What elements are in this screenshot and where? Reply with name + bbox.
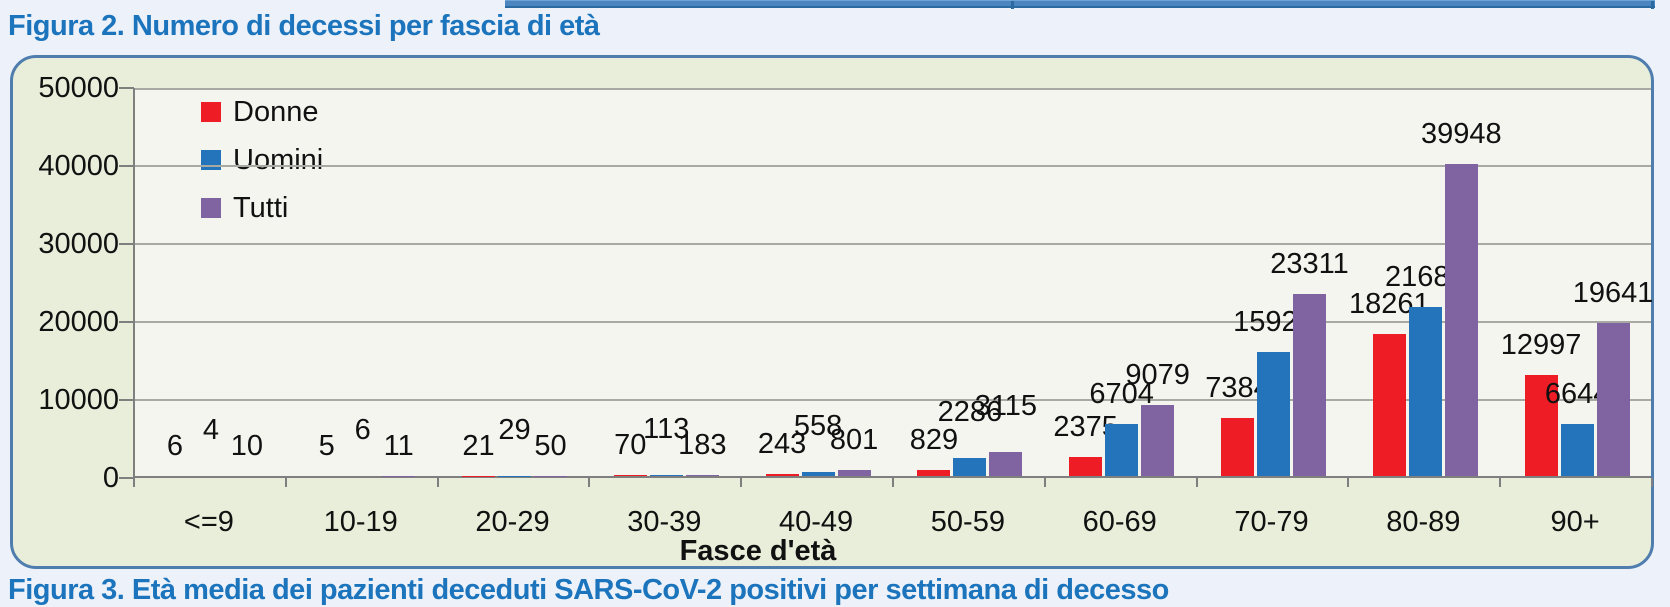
y-axis-tickmark <box>119 399 134 401</box>
bar-uomini-80-89 <box>1409 307 1442 476</box>
x-axis-category-label: 60-69 <box>1044 506 1196 539</box>
y-axis-tick-label: 50000 <box>13 71 119 105</box>
gridline <box>135 88 1651 90</box>
bar-uomini-30-39 <box>650 475 683 476</box>
cropped-table-edge <box>505 0 1655 8</box>
y-axis-tick-label: 30000 <box>13 227 119 261</box>
bar-uomini-50-59 <box>953 458 986 476</box>
bar-tutti-40-49 <box>838 470 871 476</box>
x-axis-tickmark <box>740 478 742 487</box>
y-axis-tick-label: 20000 <box>13 305 119 339</box>
bar-value-label: 11 <box>324 431 474 462</box>
bar-value-label: 183 <box>627 430 777 461</box>
x-axis-tickmark <box>588 478 590 487</box>
bar-donne-80-89 <box>1373 334 1406 476</box>
bar-value-label: 50 <box>476 431 626 462</box>
x-axis-category-label: 90+ <box>1499 506 1651 539</box>
x-axis-tickmark <box>437 478 439 487</box>
x-axis-tickmark <box>1499 478 1501 487</box>
bar-donne-60-69 <box>1069 457 1102 476</box>
y-axis-tick-label: 10000 <box>13 383 119 417</box>
cropped-table-divider <box>1651 1 1654 9</box>
bar-value-label: 10 <box>172 431 322 462</box>
bar-uomini-90+ <box>1561 424 1594 476</box>
y-axis-tick-label: 0 <box>13 461 119 495</box>
y-axis-tickmark <box>119 243 134 245</box>
figure-title: Figura 2. Numero di decessi per fascia d… <box>8 10 600 43</box>
x-axis-tickmark <box>1347 478 1349 487</box>
x-axis-category-label: 20-29 <box>437 506 589 539</box>
y-axis-tickmark <box>119 165 134 167</box>
legend-label-tutti: Tutti <box>233 192 288 225</box>
bar-value-label: 6644 <box>1502 379 1652 410</box>
y-axis-tickmark <box>119 477 134 479</box>
legend-swatch-uomini <box>201 150 221 170</box>
bar-tutti-70-79 <box>1293 294 1326 476</box>
x-axis-title: Fasce d'età <box>638 535 878 568</box>
bar-tutti-90+ <box>1597 323 1630 476</box>
bar-value-label: 23311 <box>1235 249 1385 280</box>
bar-donne-70-79 <box>1221 418 1254 476</box>
x-axis-category-label: 10-19 <box>285 506 437 539</box>
bar-value-label: 39948 <box>1386 119 1536 150</box>
y-axis-tickmark <box>119 321 134 323</box>
y-axis-tick-label: 40000 <box>13 149 119 183</box>
x-axis-tickmark <box>1196 478 1198 487</box>
bar-value-label: 3115 <box>931 391 1081 422</box>
bar-tutti-50-59 <box>989 452 1022 476</box>
bar-value-label: 15927 <box>1199 307 1349 338</box>
bar-donne-50-59 <box>917 470 950 476</box>
x-axis-tickmark <box>1044 478 1046 487</box>
x-axis-category-label: 70-79 <box>1196 506 1348 539</box>
bar-value-label: 801 <box>779 425 929 456</box>
bar-tutti-60-69 <box>1141 405 1174 476</box>
bar-value-label: 12997 <box>1466 330 1616 361</box>
bar-donne-40-49 <box>766 474 799 476</box>
bar-tutti-30-39 <box>686 475 719 476</box>
legend-label-uomini: Uomini <box>233 144 323 177</box>
legend-swatch-tutti <box>201 198 221 218</box>
x-axis-tickmark <box>133 478 135 487</box>
y-axis-tickmark <box>119 87 134 89</box>
x-axis-category-label: 50-59 <box>892 506 1044 539</box>
cropped-table-divider <box>1011 1 1014 9</box>
legend-swatch-donne <box>201 102 221 122</box>
x-axis-category-label: 80-89 <box>1347 506 1499 539</box>
next-figure-caption-clipped: Figura 3. Età media dei pazienti decedut… <box>8 574 1169 607</box>
x-axis-category-label: <=9 <box>133 506 285 539</box>
bar-uomini-40-49 <box>802 472 835 476</box>
bar-value-label: 9079 <box>1083 360 1233 391</box>
bar-tutti-80-89 <box>1445 164 1478 476</box>
bar-value-label: 19641 <box>1538 278 1670 309</box>
gridline <box>135 243 1651 245</box>
bar-uomini-60-69 <box>1105 424 1138 476</box>
bar-donne-30-39 <box>614 475 647 476</box>
x-axis-tickmark <box>1651 478 1653 487</box>
bar-uomini-70-79 <box>1257 352 1290 476</box>
x-axis-tickmark <box>285 478 287 487</box>
x-axis-tickmark <box>892 478 894 487</box>
gridline <box>135 165 1651 167</box>
legend-label-donne: Donne <box>233 96 318 129</box>
